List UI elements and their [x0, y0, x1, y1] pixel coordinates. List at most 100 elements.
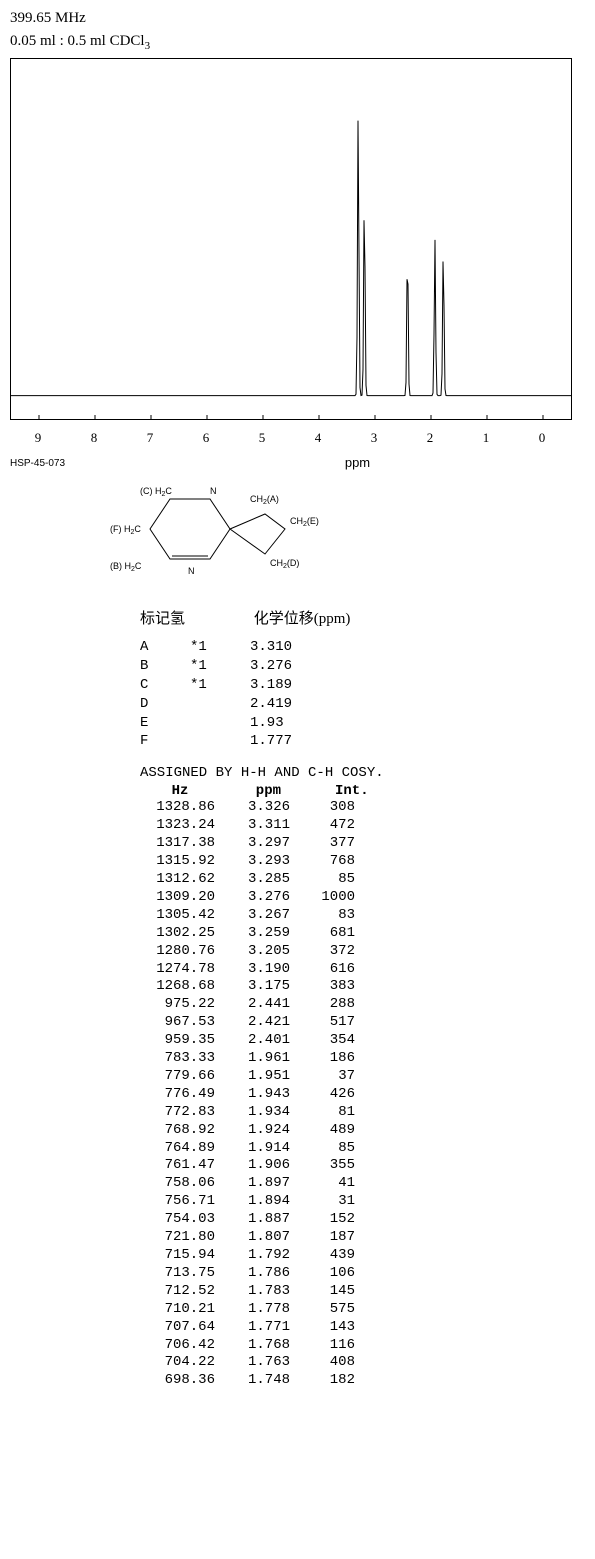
- peak-row: 1280.763.205372: [130, 943, 585, 961]
- assign-label: C: [140, 676, 190, 695]
- peak-ppm: 3.276: [215, 889, 290, 907]
- assigned-by-note: ASSIGNED BY H-H AND C-H COSY.: [140, 765, 585, 781]
- assignment-row: E1.93: [140, 714, 585, 733]
- ppm-axis-label: ppm: [130, 455, 585, 470]
- peak-hz: 707.64: [130, 1319, 215, 1337]
- peak-hz: 967.53: [130, 1014, 215, 1032]
- peak-int: 83: [290, 907, 355, 925]
- peak-hz: 706.42: [130, 1337, 215, 1355]
- peak-ppm: 3.297: [215, 835, 290, 853]
- peak-row: 756.711.89431: [130, 1193, 585, 1211]
- peak-int: 37: [290, 1068, 355, 1086]
- peak-hz: 713.75: [130, 1265, 215, 1283]
- sample-main: 0.05 ml : 0.5 ml CDCl: [10, 33, 145, 49]
- peak-int: 768: [290, 853, 355, 871]
- assignment-row: B*13.276: [140, 657, 585, 676]
- frequency-text: 399.65 MHz: [10, 10, 585, 27]
- label-a: CH2(A): [250, 494, 279, 506]
- peak-int: 41: [290, 1175, 355, 1193]
- label-n-bot: N: [188, 566, 195, 576]
- peak-row: 698.361.748182: [130, 1372, 585, 1390]
- assign-label: B: [140, 657, 190, 676]
- peak-row: 768.921.924489: [130, 1122, 585, 1140]
- peak-col-ppm: ppm: [228, 783, 308, 799]
- label-f: (F) H2C: [110, 524, 141, 536]
- peak-hz: 1274.78: [130, 961, 215, 979]
- peak-hz: 772.83: [130, 1104, 215, 1122]
- peak-int: 85: [290, 871, 355, 889]
- peak-int: 31: [290, 1193, 355, 1211]
- assign-shift: 3.310: [250, 638, 330, 657]
- peak-ppm: 1.786: [215, 1265, 290, 1283]
- peak-row: 772.831.93481: [130, 1104, 585, 1122]
- peak-int: 85: [290, 1140, 355, 1158]
- peak-int: 681: [290, 925, 355, 943]
- peak-row: 1305.423.26783: [130, 907, 585, 925]
- peak-col-hz: Hz: [140, 783, 220, 799]
- assign-label: D: [140, 695, 190, 714]
- nmr-spectrum-plot: [10, 58, 572, 420]
- peak-row: 1268.683.175383: [130, 978, 585, 996]
- peak-ppm: 1.951: [215, 1068, 290, 1086]
- peak-ppm: 3.293: [215, 853, 290, 871]
- peak-ppm: 1.897: [215, 1175, 290, 1193]
- peak-int: 383: [290, 978, 355, 996]
- peak-int: 143: [290, 1319, 355, 1337]
- peak-hz: 704.22: [130, 1354, 215, 1372]
- peak-hz: 768.92: [130, 1122, 215, 1140]
- peak-hz: 710.21: [130, 1301, 215, 1319]
- peak-hz: 1317.38: [130, 835, 215, 853]
- peak-ppm: 3.311: [215, 817, 290, 835]
- assignment-row: D2.419: [140, 695, 585, 714]
- peak-hz: 959.35: [130, 1032, 215, 1050]
- peak-hz: 1312.62: [130, 871, 215, 889]
- peak-hz: 1302.25: [130, 925, 215, 943]
- peak-ppm: 1.807: [215, 1229, 290, 1247]
- label-c: (C) H2C: [140, 486, 172, 498]
- hsp-code: HSP-45-073: [10, 458, 65, 469]
- assignment-header: 标记氢 化学位移(ppm): [140, 607, 585, 628]
- peak-ppm: 1.924: [215, 1122, 290, 1140]
- peak-ppm: 1.768: [215, 1337, 290, 1355]
- peak-hz: 1280.76: [130, 943, 215, 961]
- peak-ppm: 1.748: [215, 1372, 290, 1390]
- label-e: CH2(E): [290, 516, 319, 528]
- x-tick-label: 2: [427, 430, 434, 446]
- peak-ppm: 1.894: [215, 1193, 290, 1211]
- assign-label: A: [140, 638, 190, 657]
- peak-hz: 764.89: [130, 1140, 215, 1158]
- x-tick-label: 0: [539, 430, 546, 446]
- assign-shift: 3.276: [250, 657, 330, 676]
- x-tick-label: 6: [203, 430, 210, 446]
- peak-row: 712.521.783145: [130, 1283, 585, 1301]
- peak-int: 116: [290, 1337, 355, 1355]
- peak-ppm: 1.771: [215, 1319, 290, 1337]
- peak-int: 355: [290, 1157, 355, 1175]
- molecule-structure: (C) H2C (F) H2C (B) H2C N N CH2(A) CH2(E…: [110, 474, 370, 584]
- peak-int: 354: [290, 1032, 355, 1050]
- peak-row: 1328.863.326308: [130, 799, 585, 817]
- assign-col1-header: 标记氢: [140, 607, 250, 628]
- x-tick-label: 4: [315, 430, 322, 446]
- peak-table-body: 1328.863.3263081323.243.3114721317.383.2…: [130, 799, 585, 1390]
- peak-int: 377: [290, 835, 355, 853]
- sample-sub: 3: [145, 40, 151, 52]
- peak-ppm: 3.190: [215, 961, 290, 979]
- peak-row: 959.352.401354: [130, 1032, 585, 1050]
- peak-ppm: 1.906: [215, 1157, 290, 1175]
- peak-int: 517: [290, 1014, 355, 1032]
- peak-hz: 756.71: [130, 1193, 215, 1211]
- x-tick-label: 3: [371, 430, 378, 446]
- peak-ppm: 3.205: [215, 943, 290, 961]
- peak-row: 707.641.771143: [130, 1319, 585, 1337]
- peak-ppm: 3.259: [215, 925, 290, 943]
- x-tick-label: 1: [483, 430, 490, 446]
- peak-hz: 779.66: [130, 1068, 215, 1086]
- peak-ppm: 2.441: [215, 996, 290, 1014]
- peak-hz: 1315.92: [130, 853, 215, 871]
- peak-row: 975.222.441288: [130, 996, 585, 1014]
- peak-int: 408: [290, 1354, 355, 1372]
- peak-row: 713.751.786106: [130, 1265, 585, 1283]
- peak-hz: 721.80: [130, 1229, 215, 1247]
- peak-ppm: 1.778: [215, 1301, 290, 1319]
